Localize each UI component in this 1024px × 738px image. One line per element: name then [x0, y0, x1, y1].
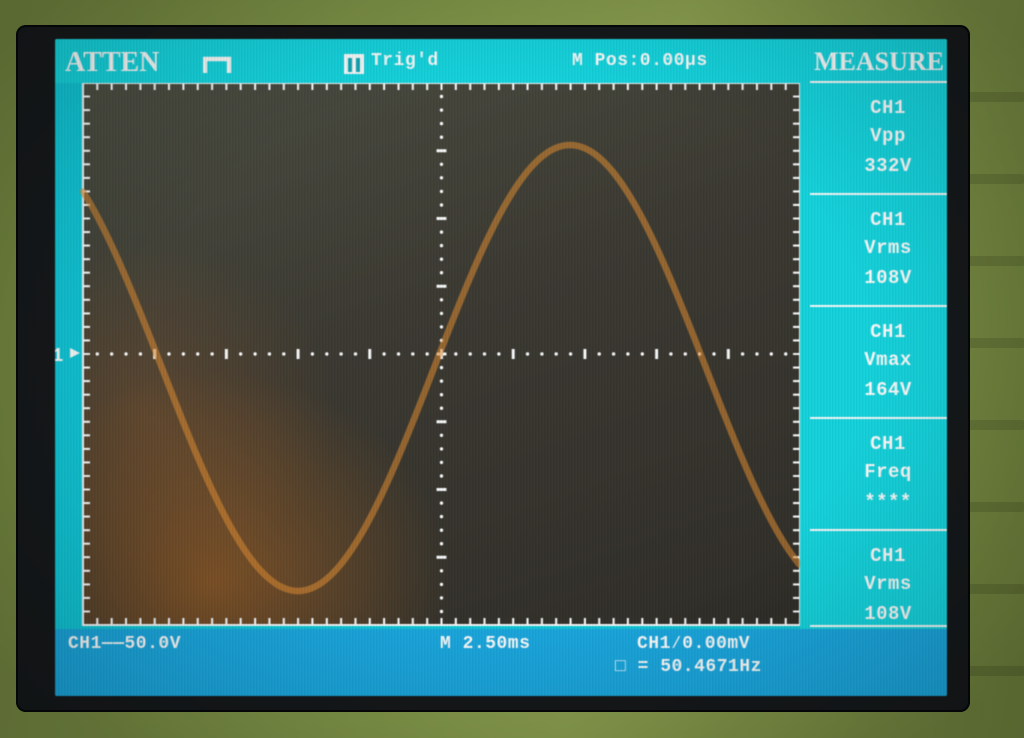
- svg-text:1: 1: [55, 345, 63, 367]
